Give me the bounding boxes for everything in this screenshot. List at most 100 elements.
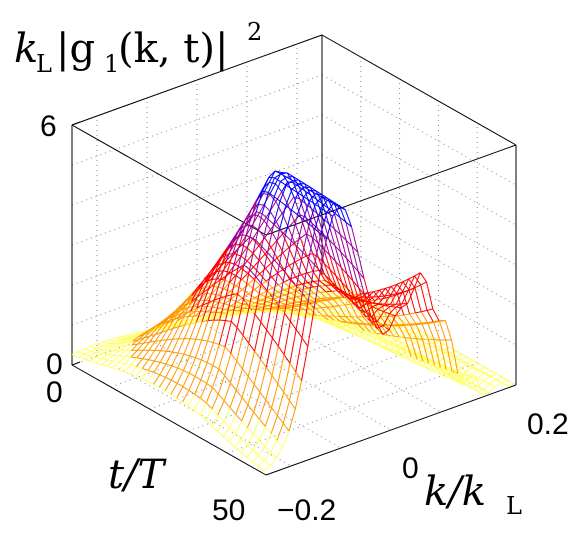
- surface-mesh-line: [377, 335, 385, 339]
- surface-mesh-line: [320, 291, 326, 293]
- surface-mesh-line: [332, 298, 340, 307]
- surface-mesh-line: [320, 297, 327, 301]
- surface-mesh-line: [200, 383, 208, 399]
- surface-mesh-line: [369, 331, 376, 334]
- surface-mesh-line: [107, 359, 114, 362]
- surface-mesh-line: [301, 300, 309, 338]
- surface-mesh-line: [403, 314, 411, 325]
- surface-mesh-line: [228, 441, 236, 448]
- surface-mesh-line: [291, 192, 299, 211]
- surface-mesh-line: [266, 258, 274, 291]
- surface-mesh-line: [425, 345, 432, 350]
- surface-mesh-line: [375, 333, 383, 347]
- surface-mesh-line: [102, 346, 109, 350]
- surface-mesh-line: [352, 280, 360, 302]
- surface-mesh-line: [477, 377, 484, 382]
- surface-mesh-line: [264, 426, 272, 434]
- surface-mesh-line: [472, 363, 480, 367]
- surface-mesh-line: [172, 351, 179, 354]
- surface-mesh-line: [273, 306, 281, 309]
- surface-mesh-line: [256, 211, 263, 215]
- surface-mesh-line: [220, 260, 228, 280]
- surface-mesh-line: [108, 343, 116, 347]
- surface-mesh-line: [243, 236, 251, 266]
- surface-mesh-line: [315, 190, 323, 205]
- surface-mesh-line: [254, 283, 262, 315]
- surface-mesh-line: [256, 188, 264, 202]
- surface-mesh-line: [277, 313, 286, 347]
- surface-mesh-line: [313, 281, 320, 287]
- surface-mesh-line: [277, 415, 284, 424]
- surface-mesh-line: [340, 251, 347, 259]
- surface-mesh-line: [296, 246, 304, 253]
- surface-mesh-line: [234, 255, 242, 265]
- surface-mesh-line: [285, 180, 293, 186]
- grid-line: [321, 194, 517, 306]
- surface-mesh-line: [290, 283, 298, 287]
- surface-mesh-line: [260, 290, 268, 323]
- surface-mesh-line: [237, 264, 245, 269]
- surface-mesh-line: [96, 352, 103, 355]
- surface-mesh-line: [309, 200, 316, 205]
- surface-mesh-line: [197, 279, 205, 291]
- surface-mesh-line: [199, 414, 207, 421]
- surface-mesh-line: [90, 347, 97, 352]
- surface-mesh-line: [237, 242, 245, 269]
- surface-mesh-line: [124, 356, 132, 365]
- surface-mesh-line: [298, 313, 306, 317]
- surface-mesh-line: [451, 371, 459, 383]
- surface-mesh-line: [206, 342, 214, 363]
- surface-mesh-line: [229, 414, 237, 428]
- surface-mesh-line: [323, 263, 331, 270]
- surface-mesh-line: [320, 285, 328, 290]
- surface-mesh-line: [461, 353, 468, 358]
- surface-mesh-line: [395, 303, 403, 308]
- surface-mesh-line: [185, 295, 193, 307]
- surface-mesh-line: [332, 206, 340, 217]
- surface-mesh-line: [194, 379, 202, 395]
- surface-mesh-line: [384, 294, 392, 305]
- surface-mesh-line: [200, 397, 207, 404]
- surface-mesh-line: [376, 325, 384, 329]
- surface-mesh-line: [208, 318, 215, 321]
- surface-mesh-line: [260, 283, 268, 291]
- surface-mesh-line: [248, 289, 255, 295]
- surface-mesh-line: [284, 299, 292, 304]
- surface-mesh-line: [266, 297, 274, 331]
- surface-mesh-line: [489, 378, 497, 385]
- surface-mesh-line: [264, 253, 272, 264]
- surface-mesh-line: [142, 367, 149, 371]
- surface-mesh-line: [214, 279, 221, 285]
- surface-mesh-line: [170, 383, 178, 395]
- surface-mesh-line: [167, 314, 175, 324]
- surface-mesh-line: [483, 372, 491, 377]
- surface-mesh-line: [165, 338, 174, 352]
- surface-mesh-line: [280, 176, 287, 182]
- surface-mesh-line: [369, 301, 378, 323]
- surface-mesh-line: [344, 209, 353, 227]
- surface-mesh-line: [89, 355, 96, 358]
- surface-mesh-line: [246, 433, 254, 445]
- surface-mesh-line: [135, 375, 143, 380]
- surface-mesh-line: [95, 356, 102, 360]
- surface-mesh-line: [271, 272, 278, 278]
- surface-mesh-line: [237, 264, 245, 294]
- surface-mesh-line: [298, 183, 305, 188]
- surface-mesh-line: [222, 426, 230, 438]
- surface-mesh-line: [188, 315, 196, 321]
- surface-mesh-line: [405, 353, 413, 359]
- surface-mesh-line: [345, 316, 353, 323]
- surface-mesh-line: [195, 321, 203, 340]
- surface-mesh-line: [96, 347, 103, 350]
- surface-mesh-line: [302, 295, 310, 301]
- surface-mesh-line: [326, 292, 333, 296]
- surface-mesh-line: [457, 373, 465, 383]
- surface-mesh-line: [271, 346, 279, 376]
- surface-mesh-line: [248, 342, 255, 352]
- surface-mesh-line: [416, 358, 424, 362]
- surface-mesh-line: [312, 269, 319, 272]
- surface-mesh-line: [138, 332, 146, 338]
- surface-mesh-line: [337, 300, 345, 305]
- surface-mesh-line: [107, 349, 115, 355]
- surface-mesh-line: [477, 373, 485, 378]
